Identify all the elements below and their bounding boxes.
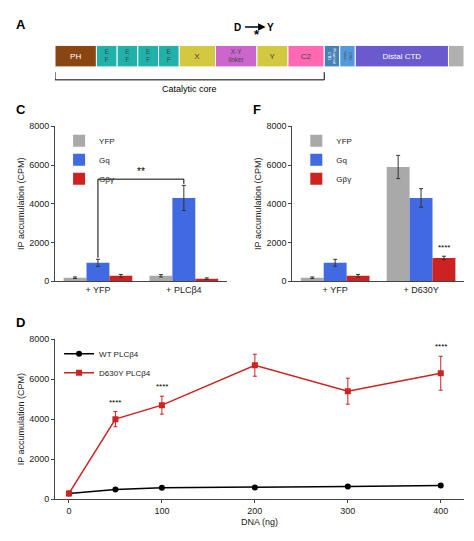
svg-text:PH: PH xyxy=(70,52,81,61)
svg-text:2000: 2000 xyxy=(29,238,49,248)
svg-text:0: 0 xyxy=(281,276,286,286)
svg-text:F: F xyxy=(253,102,261,117)
svg-text:C: C xyxy=(16,102,26,117)
svg-text:Y: Y xyxy=(269,52,275,61)
svg-text:Y: Y xyxy=(267,22,274,33)
svg-text:Gq: Gq xyxy=(336,156,347,165)
svg-text:*: * xyxy=(254,27,260,42)
svg-text:2000: 2000 xyxy=(29,454,49,464)
svg-text:6000: 6000 xyxy=(29,160,49,170)
svg-text:8000: 8000 xyxy=(266,121,286,131)
svg-text:X-Ylinker: X-Ylinker xyxy=(228,48,244,63)
svg-text:Gq: Gq xyxy=(99,156,110,165)
svg-text:D: D xyxy=(234,22,241,33)
svg-text:0: 0 xyxy=(44,494,49,504)
svg-text:C2: C2 xyxy=(301,52,312,61)
svg-text:+ PLCβ4: + PLCβ4 xyxy=(166,285,201,295)
svg-text:ProximalCTD: ProximalCTD xyxy=(327,48,337,63)
svg-text:4000: 4000 xyxy=(29,414,49,424)
svg-text:Gβγ: Gβγ xyxy=(99,175,114,184)
svg-text:4000: 4000 xyxy=(29,199,49,209)
svg-text:300: 300 xyxy=(340,506,355,516)
svg-text:4000: 4000 xyxy=(266,199,286,209)
svg-text:YFP: YFP xyxy=(99,137,115,146)
svg-text:X: X xyxy=(194,52,200,61)
svg-text:Catalytic core: Catalytic core xyxy=(162,84,217,94)
svg-text:0: 0 xyxy=(66,506,71,516)
svg-text:+ YFP: + YFP xyxy=(323,285,348,295)
svg-text:EF: EF xyxy=(105,48,109,63)
svg-text:200: 200 xyxy=(247,506,262,516)
svg-text:Distal CTD: Distal CTD xyxy=(382,52,421,61)
svg-text:+ D630Y: + D630Y xyxy=(403,285,438,295)
svg-text:EF: EF xyxy=(125,48,129,63)
svg-text:EF: EF xyxy=(167,48,171,63)
svg-text:****: **** xyxy=(438,243,450,252)
svg-text:0: 0 xyxy=(44,276,49,286)
svg-text:Gβγ: Gβγ xyxy=(336,175,351,184)
svg-text:2000: 2000 xyxy=(266,238,286,248)
svg-text:8000: 8000 xyxy=(29,121,49,131)
svg-text:****: **** xyxy=(109,398,121,407)
svg-text:100: 100 xyxy=(154,506,169,516)
svg-text:****: **** xyxy=(156,382,168,391)
svg-text:IP accumulation (CPM): IP accumulation (CPM) xyxy=(16,373,26,465)
svg-text:YFP: YFP xyxy=(336,137,352,146)
svg-text:WT PLCβ4: WT PLCβ4 xyxy=(99,350,139,359)
svg-text:D: D xyxy=(16,315,25,330)
svg-text:DNA (ng): DNA (ng) xyxy=(241,517,278,527)
svg-text:400: 400 xyxy=(433,506,448,516)
svg-text:8000: 8000 xyxy=(29,334,49,344)
svg-text:IP accumulation (CPM): IP accumulation (CPM) xyxy=(16,158,26,250)
svg-text:D630Y PLCβ4: D630Y PLCβ4 xyxy=(99,369,151,378)
svg-text:6000: 6000 xyxy=(266,160,286,170)
svg-text:+ YFP: + YFP xyxy=(85,285,110,295)
svg-text:IP accumulation (CPM): IP accumulation (CPM) xyxy=(253,158,263,250)
svg-text:A: A xyxy=(16,17,26,32)
svg-text:CTDlinker: CTDlinker xyxy=(343,51,353,61)
svg-text:EF: EF xyxy=(146,48,150,63)
svg-text:6000: 6000 xyxy=(29,374,49,384)
svg-text:****: **** xyxy=(435,342,447,351)
svg-text:**: ** xyxy=(137,166,145,177)
